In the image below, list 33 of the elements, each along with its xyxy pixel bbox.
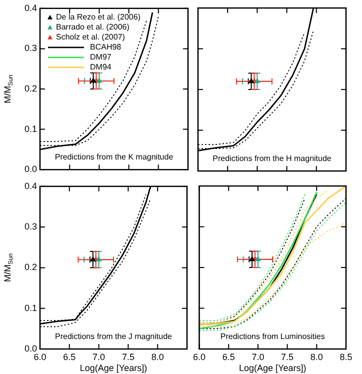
legend-label: DM94	[90, 62, 112, 72]
legend-label: BCAH98	[90, 42, 122, 52]
x-tick-label: 8.0	[310, 352, 323, 362]
legend-label: DM97	[90, 52, 112, 62]
y-tick-label: 0.0	[24, 164, 37, 174]
x-tick-label: 6.5	[63, 352, 76, 362]
x-tick-label: 8.5	[340, 352, 352, 362]
y-tick-label: 0.0	[24, 343, 37, 354]
legend-label: Scholz et al. (2007)	[56, 32, 126, 42]
annotation: Predictions from the K magnitude	[54, 152, 174, 162]
x-tick-label: 8.0	[151, 352, 164, 362]
legend-label: Barrado et al. (2006)	[56, 22, 130, 32]
x-tick-label: 6.0	[193, 352, 206, 362]
y-tick-label: 0.4	[24, 180, 37, 191]
y-tick-label: 0.1	[24, 124, 37, 134]
y-tick-label: 0.1	[24, 302, 37, 313]
x-axis-title: Log(Age [Years])	[239, 363, 306, 374]
x-tick-label: 7.0	[252, 352, 264, 362]
y-tick-label: 0.2	[24, 83, 37, 94]
y-tick-label: 0.3	[24, 222, 37, 232]
annotation: Predictions from Luminosities	[220, 332, 325, 341]
x-tick-label: 7.5	[281, 352, 294, 362]
x-tick-label: 6.0	[34, 352, 46, 362]
x-tick-label: 7.0	[92, 352, 106, 362]
x-tick-label: 7.5	[122, 352, 134, 362]
y-tick-label: 0.4	[24, 2, 37, 13]
y-tick-label: 0.3	[24, 43, 37, 54]
y-tick-label: 0.2	[24, 262, 37, 272]
legend-label: De la Rezo et al. (2006)	[56, 12, 141, 22]
x-axis-title: Log(Age [Years])	[80, 363, 148, 374]
annotation: Predictions from the J magnitude	[55, 332, 173, 341]
x-tick-label: 6.5	[222, 352, 235, 362]
annotation: Predictions from the H magnitude	[212, 154, 332, 163]
